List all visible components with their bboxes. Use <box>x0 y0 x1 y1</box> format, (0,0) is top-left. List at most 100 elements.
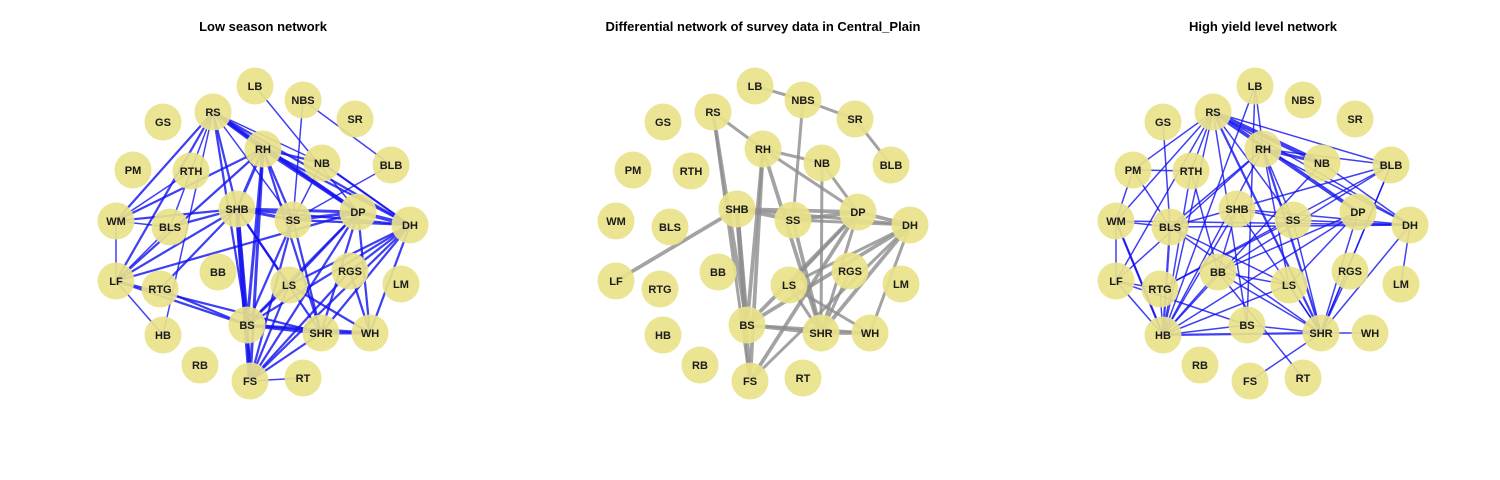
node-label: BB <box>1210 267 1226 279</box>
node-fs: FS <box>731 362 769 400</box>
node-circle <box>1372 146 1410 184</box>
node-label: RH <box>755 144 771 156</box>
node-label: LB <box>748 81 763 93</box>
node-shb: SHB <box>718 190 756 228</box>
node-label: BLS <box>659 222 681 234</box>
node-circle <box>97 262 135 300</box>
network-graph: LB NBS SR GS RS RH NB BLB PM RTH SHB SS DP DH WM BLS BB R… <box>97 67 429 400</box>
node-label: GS <box>655 117 671 129</box>
node-label: FS <box>743 376 757 388</box>
node-dp: DP <box>839 193 877 231</box>
node-label: DH <box>1402 220 1418 232</box>
node-ls: LS <box>770 266 808 304</box>
node-circle <box>882 265 920 303</box>
node-circle <box>644 103 682 141</box>
node-circle <box>681 346 719 384</box>
edge-BLB-RTG <box>1159 164 1392 290</box>
node-rs: RS <box>1194 93 1232 131</box>
node-dp: DP <box>339 193 377 231</box>
node-rb: RB <box>1181 346 1219 384</box>
edge-LB-HB <box>1162 85 1256 336</box>
edge-RH-DH <box>261 147 412 227</box>
node-label: SS <box>286 215 301 227</box>
node-label: SHB <box>225 204 248 216</box>
node-label: LM <box>1393 279 1409 291</box>
node-label: RTH <box>1180 166 1203 178</box>
node-dh: DH <box>391 206 429 244</box>
node-label: DP <box>850 207 865 219</box>
node-label: RTG <box>148 284 171 296</box>
edge-DH-FS <box>748 223 912 383</box>
edge-SHB-RTG <box>158 207 239 291</box>
node-label: DP <box>350 207 365 219</box>
node-fs: FS <box>231 362 269 400</box>
panel-title: Low season network <box>199 19 327 34</box>
node-circle <box>699 253 737 291</box>
node-label: SHB <box>725 204 748 216</box>
node-circle <box>1274 201 1312 239</box>
node-label: NB <box>814 158 830 170</box>
node-shr: SHR <box>1302 314 1340 352</box>
node-circle <box>1302 314 1340 352</box>
edge-BLB-SS <box>292 164 392 221</box>
edge-RTH-HB <box>1162 170 1192 336</box>
node-shr: SHR <box>802 314 840 352</box>
edge-SHB-LF <box>614 207 739 283</box>
node-wm: WM <box>597 202 635 240</box>
node-label: RTG <box>1148 284 1171 296</box>
node-label: SHB <box>1225 204 1248 216</box>
node-circle <box>1172 152 1210 190</box>
edge-NBS-SS <box>292 99 304 221</box>
node-label: RT <box>796 373 811 385</box>
node-bls: BLS <box>1151 208 1189 246</box>
node-circle <box>672 152 710 190</box>
node-label: PM <box>1125 165 1142 177</box>
node-label: SHR <box>809 328 832 340</box>
node-label: RGS <box>1338 266 1362 278</box>
node-circle <box>839 193 877 231</box>
node-dh: DH <box>891 206 929 244</box>
node-label: WM <box>606 216 626 228</box>
node-circle <box>97 202 135 240</box>
node-circle <box>284 81 322 119</box>
node-label: PM <box>125 165 142 177</box>
node-circle <box>141 270 179 308</box>
node-circle <box>1382 265 1420 303</box>
node-label: RTH <box>180 166 203 178</box>
node-shb: SHB <box>218 190 256 228</box>
node-circle <box>641 270 679 308</box>
node-label: RGS <box>838 266 862 278</box>
node-circle <box>694 93 732 131</box>
edge-HB-WM <box>1115 220 1164 336</box>
node-shr: SHR <box>302 314 340 352</box>
node-sr: SR <box>336 100 374 138</box>
node-circle <box>836 100 874 138</box>
panel-title: Differential network of survey data in C… <box>605 19 921 34</box>
node-label: LM <box>893 279 909 291</box>
node-circle <box>831 252 869 290</box>
node-bb: BB <box>199 253 237 291</box>
node-rb: RB <box>181 346 219 384</box>
node-lf: LF <box>1097 262 1135 300</box>
node-circle <box>1351 314 1389 352</box>
node-circle <box>231 362 269 400</box>
node-circle <box>1303 144 1341 182</box>
node-label: BLB <box>380 160 403 172</box>
node-circle <box>284 359 322 397</box>
node-nb: NB <box>803 144 841 182</box>
node-circle <box>199 253 237 291</box>
node-circle <box>181 346 219 384</box>
node-label: SS <box>786 215 801 227</box>
node-nb: NB <box>1303 144 1341 182</box>
node-circle <box>728 306 766 344</box>
edge-HB-DP <box>1162 211 1359 336</box>
node-lb: LB <box>736 67 774 105</box>
edge-DP-FS <box>748 210 860 383</box>
node-rh: RH <box>244 130 282 168</box>
node-bs: BS <box>228 306 266 344</box>
node-circle <box>1097 202 1135 240</box>
node-circle <box>339 193 377 231</box>
node-rtg: RTG <box>141 270 179 308</box>
node-circle <box>303 144 341 182</box>
node-circle <box>770 266 808 304</box>
